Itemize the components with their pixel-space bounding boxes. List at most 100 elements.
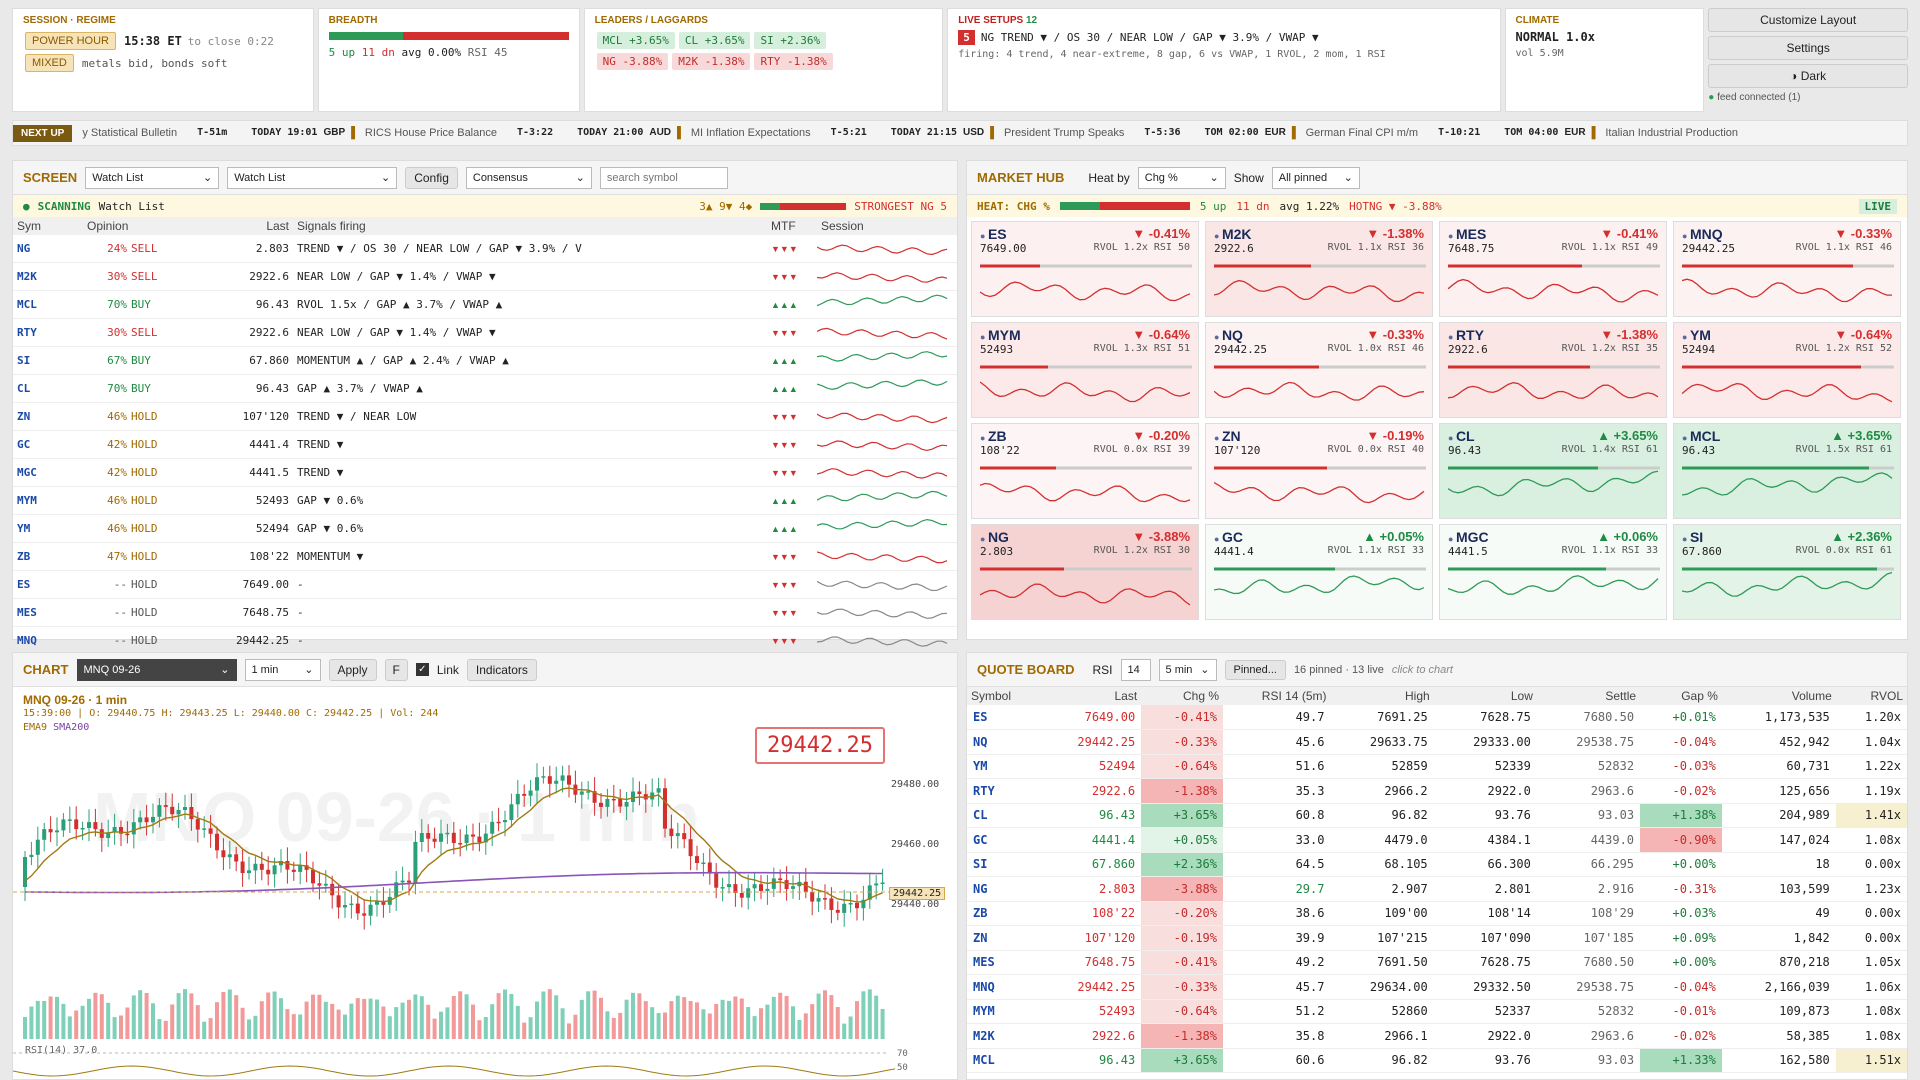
column-header[interactable]: Signals firing <box>293 217 767 235</box>
cell-symbol[interactable]: SI <box>967 852 1038 877</box>
heat-tile[interactable]: ● SI 67.860 ▲ +2.36% RVOL 0.0x RSI 61 <box>1673 524 1901 620</box>
row-symbol[interactable]: ZB <box>13 542 83 571</box>
column-header[interactable]: Settle <box>1536 687 1641 705</box>
setups-line[interactable]: NG TREND ▼ / OS 30 / NEAR LOW / GAP ▼ 3.… <box>980 31 1319 44</box>
customize-layout-button[interactable]: Customize Layout <box>1708 8 1908 32</box>
cell-symbol[interactable]: GC <box>967 827 1038 853</box>
table-row[interactable]: NQ 29442.25 -0.33% 45.6 29633.75 29333.00 2953… <box>967 729 1907 755</box>
heat-tile[interactable]: ● GC 4441.4 ▲ +0.05% RVOL 1.1x RSI 33 <box>1205 524 1433 620</box>
table-row[interactable]: ZB 47% HOLD 108'22 MOMENTUM ▼ ▼▼▼ <box>13 542 957 571</box>
heatby-select[interactable]: Chg % ⌄ <box>1137 166 1226 189</box>
config-button[interactable]: Config <box>405 166 458 189</box>
heat-tile[interactable]: ● RTY 2922.6 ▼ -1.38% RVOL 1.2x RSI 35 <box>1439 322 1667 418</box>
table-row[interactable]: GC 4441.4 +0.05% 33.0 4479.0 4384.1 4439.0 -0.9… <box>967 827 1907 853</box>
column-header[interactable]: Chg % <box>1141 687 1224 705</box>
cell-symbol[interactable]: MCL <box>967 1048 1038 1073</box>
settings-button[interactable]: Settings <box>1708 36 1908 60</box>
watchlist-select-1[interactable]: Watch List ⌄ <box>85 166 220 189</box>
row-symbol[interactable]: YM <box>13 514 83 543</box>
heat-tile[interactable]: ● ZN 107'120 ▼ -0.19% RVOL 0.0x RSI 40 <box>1205 423 1433 519</box>
ticker-event[interactable]: TOM 02:00 EUR ▌ German Final CPI m/m T-10:21 <box>1205 127 1481 139</box>
table-row[interactable]: MCL 96.43 +3.65% 60.6 96.82 93.76 93.03 +1.33% 1… <box>967 1048 1907 1073</box>
column-header[interactable]: Opinion <box>83 217 193 235</box>
cell-symbol[interactable]: ZN <box>967 925 1038 951</box>
cell-symbol[interactable]: ZB <box>967 901 1038 926</box>
pinned-button[interactable]: Pinned... <box>1224 659 1286 680</box>
column-header[interactable]: High <box>1330 687 1434 705</box>
column-header[interactable]: RVOL <box>1835 687 1907 705</box>
table-row[interactable]: RTY 30% SELL 2922.6 NEAR LOW / GAP ▼ 1.4% / … <box>13 318 957 347</box>
row-symbol[interactable]: MYM <box>13 486 83 515</box>
table-row[interactable]: ZN 46% HOLD 107'120 TREND ▼ / NEAR LOW ▼▼▼ <box>13 402 957 431</box>
heat-tile[interactable]: ● M2K 2922.6 ▼ -1.38% RVOL 1.1x RSI 36 <box>1205 221 1433 317</box>
table-row[interactable]: MNQ -- HOLD 29442.25- ▼▼▼ <box>13 626 957 655</box>
table-row[interactable]: NG 24% SELL 2.803 TREND ▼ / OS 30 / NEAR LOW… <box>13 235 957 263</box>
table-row[interactable]: SI 67.860 +2.36% 64.5 68.105 66.300 66.295 +0.0… <box>967 852 1907 877</box>
apply-button[interactable]: Apply <box>328 658 377 681</box>
cell-symbol[interactable]: ES <box>967 705 1038 730</box>
heat-tile[interactable]: ● NQ 29442.25 ▼ -0.33% RVOL 1.0x RSI 46 <box>1205 322 1433 418</box>
heat-tile[interactable]: ● NG 2.803 ▼ -3.88% RVOL 1.2x RSI 30 <box>971 524 1199 620</box>
table-row[interactable]: MGC 42% HOLD 4441.5 TREND ▼ ▼▼▼ <box>13 458 957 487</box>
row-symbol[interactable]: MNQ <box>13 626 83 655</box>
row-symbol[interactable]: ZN <box>13 402 83 431</box>
column-header[interactable]: Gap % <box>1640 687 1722 705</box>
table-row[interactable]: MES 7648.75 -0.41% 49.2 7691.50 7628.75 7680.5… <box>967 950 1907 975</box>
table-row[interactable]: ES 7649.00 -0.41% 49.7 7691.25 7628.75 7680.50… <box>967 705 1907 730</box>
column-header[interactable]: Symbol <box>967 687 1038 705</box>
heat-tile[interactable]: ● MGC 4441.5 ▲ +0.06% RVOL 1.1x RSI 33 <box>1439 524 1667 620</box>
table-row[interactable]: YM 52494 -0.64% 51.6 52859 52339 52832 -0.03% 60… <box>967 754 1907 779</box>
column-header[interactable]: Sym <box>13 217 83 235</box>
ticker-event[interactable]: TODAY 21:00 AUD ▌ MI Inflation Expectations… <box>577 127 867 139</box>
heat-tile[interactable]: ● ZB 108'22 ▼ -0.20% RVOL 0.0x RSI 39 <box>971 423 1199 519</box>
heat-tile[interactable]: ● MNQ 29442.25 ▼ -0.33% RVOL 1.1x RSI 46 <box>1673 221 1901 317</box>
link-checkbox[interactable]: ✓ <box>415 663 429 676</box>
quote-timeframe-select[interactable]: 5 min ⌄ <box>1158 658 1217 681</box>
rsi-period-input[interactable]: 14 <box>1120 658 1151 681</box>
heat-tile[interactable]: ● YM 52494 ▼ -0.64% RVOL 1.2x RSI 52 <box>1673 322 1901 418</box>
indicators-button[interactable]: Indicators <box>466 658 537 681</box>
row-symbol[interactable]: NG <box>13 235 83 263</box>
row-symbol[interactable]: MES <box>13 598 83 627</box>
table-row[interactable]: M2K 30% SELL 2922.6 NEAR LOW / GAP ▼ 1.4% / … <box>13 262 957 291</box>
table-row[interactable]: CL 96.43 +3.65% 60.8 96.82 93.76 93.03 +1.38% 20… <box>967 803 1907 828</box>
heat-tile[interactable]: ● MCL 96.43 ▲ +3.65% RVOL 1.5x RSI 61 <box>1673 423 1901 519</box>
ticker-event[interactable]: TOM 04:00 EUR ▌ Italian Industrial Producti… <box>1504 127 1738 139</box>
cell-symbol[interactable]: MNQ <box>967 974 1038 1000</box>
table-row[interactable]: RTY 2922.6 -1.38% 35.3 2966.2 2922.0 2963.6 -0.… <box>967 778 1907 804</box>
column-header[interactable]: Last <box>1037 687 1142 705</box>
table-row[interactable]: MES -- HOLD 7648.75- ▼▼▼ <box>13 598 957 627</box>
heat-tile[interactable]: ● MES 7648.75 ▼ -0.41% RVOL 1.1x RSI 49 <box>1439 221 1667 317</box>
chart-area[interactable]: MNQ 09-26 · 1 min 15:39:00 | O: 29440.75… <box>13 687 957 1079</box>
column-header[interactable]: Low <box>1433 687 1537 705</box>
heat-tile[interactable]: ● MYM 52493 ▼ -0.64% RVOL 1.3x RSI 51 <box>971 322 1199 418</box>
table-row[interactable]: YM 46% HOLD 52494 GAP ▼ 0.6% ▲▲▲ <box>13 514 957 543</box>
column-header[interactable]: RSI 14 (5m) <box>1223 687 1331 705</box>
chart-symbol-select[interactable]: MNQ 09-26 ⌄ <box>76 658 237 681</box>
f-button[interactable]: F <box>384 658 408 681</box>
timeframe-select[interactable]: 1 min ⌄ <box>244 658 321 681</box>
ticker-event[interactable]: TODAY 21:15 USD ▌ President Trump Speaks T-5… <box>891 127 1181 139</box>
table-row[interactable]: ZN 107'120 -0.19% 39.9 107'215 107'090 107'185… <box>967 925 1907 951</box>
table-row[interactable]: MNQ 29442.25 -0.33% 45.7 29634.00 29332.50 295… <box>967 974 1907 1000</box>
cell-symbol[interactable]: RTY <box>967 778 1038 804</box>
column-header[interactable]: Volume <box>1721 687 1836 705</box>
column-header[interactable]: MTF <box>767 217 817 235</box>
column-header[interactable]: Last <box>193 217 293 235</box>
table-row[interactable]: MCL 70% BUY 96.43 RVOL 1.5x / GAP ▲ 3.7% / V… <box>13 290 957 319</box>
heat-tile[interactable]: ● ES 7649.00 ▼ -0.41% RVOL 1.2x RSI 50 <box>971 221 1199 317</box>
table-row[interactable]: M2K 2922.6 -1.38% 35.8 2966.1 2922.0 2963.6 -0.… <box>967 1023 1907 1049</box>
ticker-event[interactable]: y Statistical Bulletin T-51m <box>82 127 227 139</box>
table-row[interactable]: ZB 108'22 -0.20% 38.6 109'00 108'14 108'29 +0.0… <box>967 901 1907 926</box>
cell-symbol[interactable]: M2K <box>967 1023 1038 1049</box>
table-row[interactable]: ES -- HOLD 7649.00- ▼▼▼ <box>13 570 957 599</box>
cell-symbol[interactable]: MYM <box>967 999 1038 1024</box>
row-symbol[interactable]: ES <box>13 570 83 599</box>
cell-symbol[interactable]: MES <box>967 950 1038 975</box>
cell-symbol[interactable]: NG <box>967 876 1038 902</box>
table-row[interactable]: CL 70% BUY 96.43 GAP ▲ 3.7% / VWAP ▲ ▲▲▲ <box>13 374 957 403</box>
row-symbol[interactable]: RTY <box>13 318 83 347</box>
row-symbol[interactable]: GC <box>13 430 83 459</box>
table-row[interactable]: MYM 52493 -0.64% 51.2 52860 52337 52832 -0.01% 1… <box>967 999 1907 1024</box>
column-header[interactable]: Session <box>817 217 957 235</box>
